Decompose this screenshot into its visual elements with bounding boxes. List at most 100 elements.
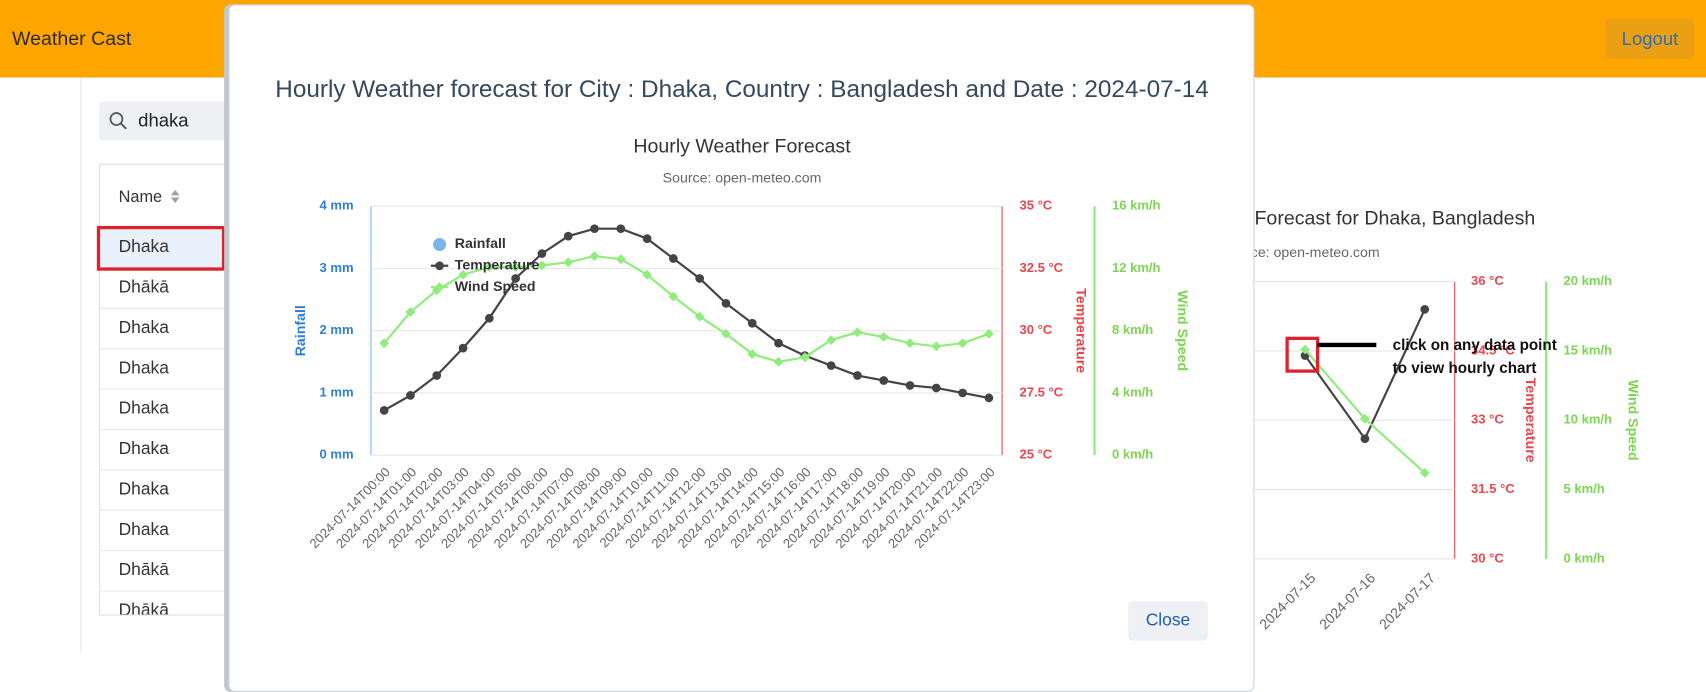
point (695, 274, 705, 283)
chart-title: Forecast for Dhaka, Bangladesh (1254, 208, 1535, 230)
point (1360, 434, 1370, 444)
point (642, 234, 652, 244)
axis-title: Rainfall (293, 305, 309, 356)
legend-symbol (435, 261, 444, 271)
axis-title: Temperature (1073, 288, 1089, 373)
series-line (383, 227, 990, 412)
y-tick-label: 0 km/h (1112, 447, 1153, 462)
legend-symbol (434, 282, 445, 292)
point (721, 298, 731, 308)
y-tick-label: 35 °C (1019, 198, 1052, 213)
logout-button[interactable]: Logout (1605, 18, 1695, 59)
y-tick-label: 30 °C (1471, 550, 1504, 565)
legend-symbol (433, 237, 447, 252)
row-name: Dhākā (118, 278, 169, 297)
legend-label: Rainfall (455, 236, 506, 252)
y-tick-label: 15 km/h (1563, 342, 1612, 357)
x-tick-label: 2024-07-17 (1376, 570, 1439, 633)
point (484, 262, 495, 272)
table-row[interactable]: Dhaka (100, 428, 318, 470)
point (878, 332, 889, 342)
point (984, 393, 994, 403)
y-tick-label: 0 mm (320, 447, 354, 462)
row-name: Dhaka (118, 359, 169, 378)
point (905, 381, 915, 390)
point (484, 313, 494, 323)
row-name: Dhaka (118, 480, 169, 499)
point (563, 257, 574, 268)
point (379, 405, 389, 415)
annotation-text: click on any data point (1393, 337, 1557, 354)
y-tick-label: 16 km/h (1112, 198, 1161, 213)
table-row[interactable]: Dhaka (100, 469, 318, 510)
sort-icon[interactable] (170, 189, 181, 204)
chart-subtitle: Source: open-meteo.com (663, 171, 822, 187)
point (590, 224, 599, 234)
point (1420, 304, 1430, 314)
table-row[interactable]: Dhaka (100, 388, 318, 430)
y-tick-label: 25 °C (1019, 447, 1052, 462)
point (853, 371, 862, 380)
row-name: Dhākā (118, 601, 169, 616)
column-header[interactable]: Name (118, 187, 163, 207)
chart-title: Hourly Weather Forecast (633, 136, 851, 158)
point (379, 338, 390, 349)
point (511, 274, 520, 283)
modal: Hourly Weather forecast for City : Dhaka… (228, 4, 1255, 692)
y-tick-label: 30 °C (1019, 322, 1052, 337)
point (958, 388, 967, 398)
legend-label: Temperature (455, 257, 540, 273)
point (406, 391, 415, 400)
annotation-box (1285, 336, 1320, 373)
axis-title: Wind Speed (1174, 290, 1190, 371)
close-button[interactable]: Close (1128, 601, 1208, 641)
y-tick-label: 0 km/h (1563, 550, 1604, 565)
row-name: Dhaka (118, 318, 169, 338)
series-line (383, 254, 990, 363)
y-tick-label: 3 mm (320, 260, 354, 275)
point (852, 327, 863, 338)
row-name: Dhākā (118, 561, 169, 580)
table-row[interactable]: Dhākā (100, 590, 318, 615)
point (721, 328, 731, 339)
x-tick-label: 2024-07-15 (1257, 570, 1320, 633)
point (458, 269, 468, 280)
y-tick-label: 2 mm (320, 322, 354, 337)
table-row[interactable]: Dhākā (100, 550, 318, 591)
point (747, 318, 757, 328)
row-name: Dhaka (118, 399, 169, 419)
legend-label: Wind Speed (455, 279, 536, 295)
point (458, 343, 468, 353)
y-tick-label: 4 mm (320, 198, 354, 213)
brand[interactable]: Weather Cast (11, 27, 132, 50)
annotation-text: to view hourly chart (1393, 360, 1537, 377)
table-row[interactable]: Dhaka (100, 307, 318, 349)
axis-title: Temperature (1522, 378, 1538, 463)
point (984, 328, 994, 339)
y-tick-label: 4 km/h (1112, 384, 1153, 399)
highlight-box (96, 225, 226, 271)
search-query: dhaka (138, 110, 189, 131)
point (563, 231, 573, 241)
y-tick-label: 10 km/h (1563, 412, 1612, 427)
point (905, 338, 915, 349)
point (1360, 413, 1370, 424)
y-tick-label: 5 km/h (1563, 481, 1604, 496)
y-tick-label: 1 mm (320, 384, 354, 399)
y-tick-label: 8 km/h (1112, 322, 1153, 337)
point (589, 251, 600, 261)
point (826, 335, 837, 345)
y-tick-label: 27.5 °C (1019, 384, 1063, 399)
table-row[interactable]: Dhaka (100, 509, 318, 551)
y-tick-label: 20 km/h (1563, 273, 1612, 288)
y-tick-label: 34.5 °C (1471, 342, 1515, 357)
point (957, 338, 968, 349)
point (931, 383, 941, 393)
point (616, 224, 626, 234)
chart-subtitle: Source: open-meteo.com (1221, 245, 1380, 261)
y-tick-label: 31.5 °C (1471, 481, 1515, 496)
table-row[interactable]: Dhaka (100, 348, 318, 389)
axis-title: Wind Speed (1624, 380, 1640, 461)
